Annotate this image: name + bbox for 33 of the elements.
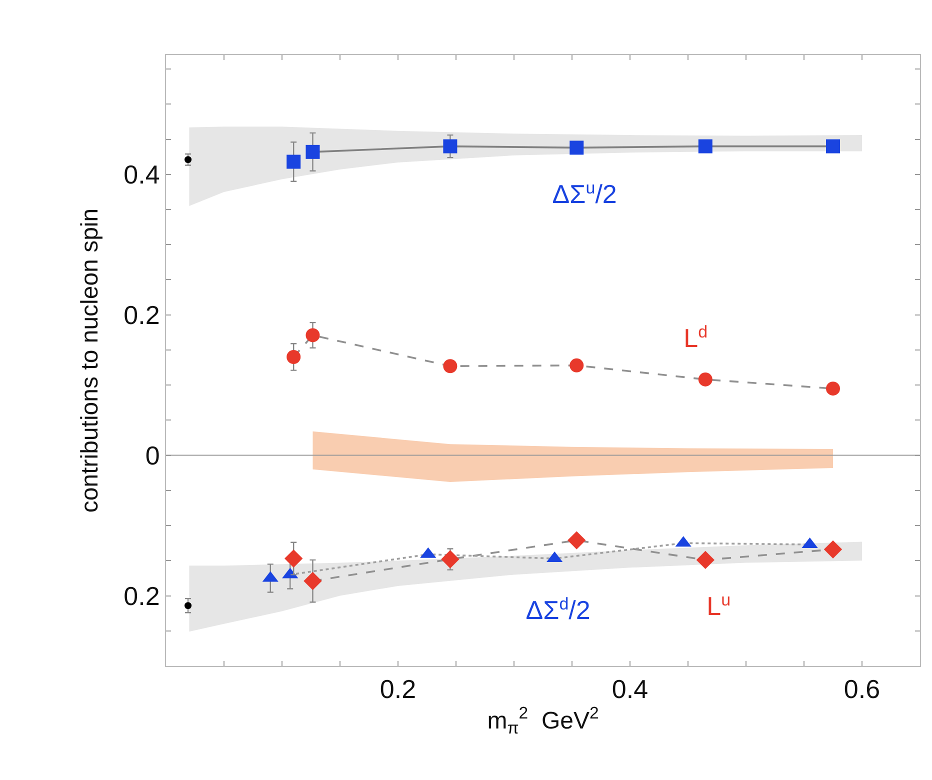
point [184,156,192,164]
point [824,540,842,559]
point [304,572,322,590]
point [826,139,840,154]
series-label: ΔΣ$^{d}$/2 [526,594,590,625]
point [286,350,301,364]
y-tick-label: 0 [145,440,160,470]
point [696,550,714,570]
y-tick-label: 0.2 [124,300,160,330]
point [443,139,458,154]
x-tick-label: 0.6 [844,674,880,704]
x-axis-title: m$_{π}$$^{2}$ GeV$^{2}$ [487,703,599,738]
point [826,382,840,396]
point [284,549,303,568]
point [441,550,460,568]
y-tick-label: 0.2 [124,580,160,611]
y-axis-title: contributions to nucleon spin [76,208,104,513]
x-tick-label: 0.4 [612,674,648,704]
point [306,328,320,342]
point [306,144,320,159]
point [286,154,301,169]
point [570,140,584,155]
point [698,372,712,386]
point [698,139,712,154]
series-label: L$^{u}$ [706,590,731,622]
x-tick-label: 0.2 [380,674,416,704]
series-label: ΔΣ$^{u}$/2 [552,178,617,210]
point [570,358,584,372]
point [184,602,192,610]
y-tick-label: 0.4 [124,159,160,190]
point [443,359,458,374]
point [568,531,586,550]
series-label: L$^{d}$ [684,322,708,354]
